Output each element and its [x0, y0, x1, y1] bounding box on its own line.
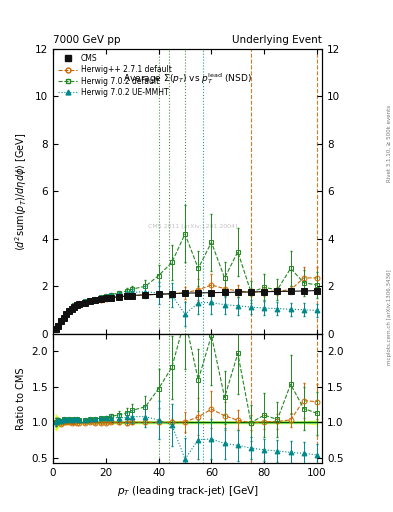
Y-axis label: $\langle d^2 {\rm sum}(p_T)/d\eta d\phi\rangle$ [GeV]: $\langle d^2 {\rm sum}(p_T)/d\eta d\phi\…	[14, 132, 29, 250]
Text: 7000 GeV pp: 7000 GeV pp	[53, 35, 121, 45]
Legend: CMS, Herwig++ 2.7.1 default, Herwig 7.0.2 default, Herwig 7.0.2 UE-MMHT: CMS, Herwig++ 2.7.1 default, Herwig 7.0.…	[57, 52, 173, 98]
Text: CMS 2011 [arXiv:1201.2004]: CMS 2011 [arXiv:1201.2004]	[148, 223, 238, 228]
Text: mcplots.cern.ch [arXiv:1306.3436]: mcplots.cern.ch [arXiv:1306.3436]	[387, 270, 392, 365]
Y-axis label: Ratio to CMS: Ratio to CMS	[16, 367, 26, 430]
X-axis label: $p_T$ (leading track-jet) [GeV]: $p_T$ (leading track-jet) [GeV]	[117, 484, 259, 498]
Text: Average $\Sigma(p_T)$ vs $p_T^{\rm lead}$ (NSD): Average $\Sigma(p_T)$ vs $p_T^{\rm lead}…	[123, 72, 252, 87]
Text: Rivet 3.1.10, ≥ 500k events: Rivet 3.1.10, ≥ 500k events	[387, 105, 392, 182]
Text: Underlying Event: Underlying Event	[232, 35, 322, 45]
